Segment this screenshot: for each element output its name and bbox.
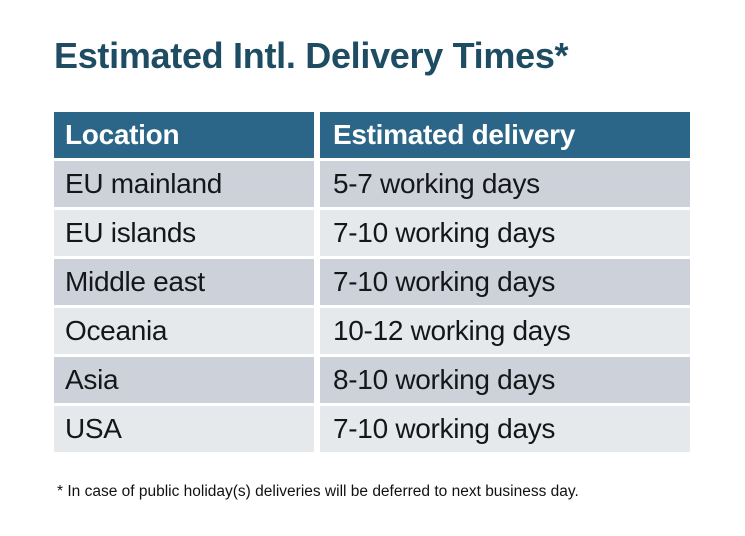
- table-cell-delivery: 7-10 working days: [320, 259, 690, 305]
- page-title: Estimated Intl. Delivery Times*: [54, 35, 569, 76]
- table-cell-location: EU islands: [54, 210, 314, 256]
- delivery-times-table: Location Estimated delivery EU mainland …: [54, 112, 690, 452]
- table-cell-location: Asia: [54, 357, 314, 403]
- table-cell-delivery: 10-12 working days: [320, 308, 690, 354]
- table-cell-delivery: 7-10 working days: [320, 210, 690, 256]
- table-cell-location: USA: [54, 406, 314, 452]
- footnote: * In case of public holiday(s) deliverie…: [57, 483, 579, 500]
- table-cell-delivery: 8-10 working days: [320, 357, 690, 403]
- table-cell-delivery: 5-7 working days: [320, 161, 690, 207]
- column-header-location: Location: [54, 112, 314, 158]
- table-cell-location: Middle east: [54, 259, 314, 305]
- table-cell-delivery: 7-10 working days: [320, 406, 690, 452]
- table-cell-location: EU mainland: [54, 161, 314, 207]
- column-header-estimated-delivery: Estimated delivery: [320, 112, 690, 158]
- table-cell-location: Oceania: [54, 308, 314, 354]
